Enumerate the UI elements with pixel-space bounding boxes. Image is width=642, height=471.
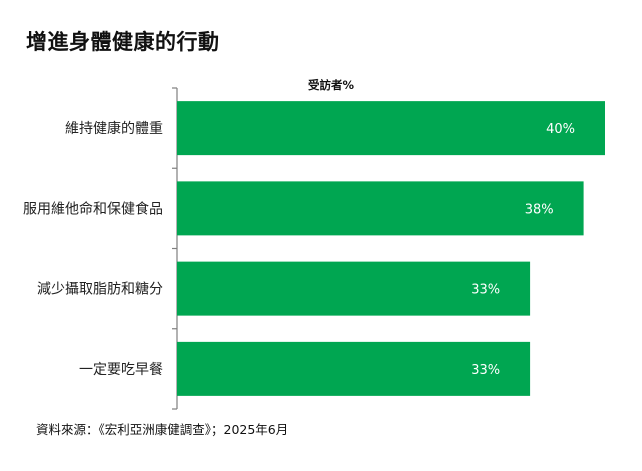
chart-subtitle: 受訪者% bbox=[308, 78, 355, 92]
source-note: 資料來源：《宏利亞洲康健調查》；2025年6月 bbox=[36, 422, 289, 437]
category-label: 維持健康的體重 bbox=[65, 120, 163, 137]
category-label: 一定要吃早餐 bbox=[79, 362, 163, 378]
data-label: 38% bbox=[525, 202, 554, 217]
data-label: 33% bbox=[471, 363, 500, 378]
bar bbox=[177, 341, 531, 396]
chart-title: 增進身體健康的行動 bbox=[26, 30, 220, 54]
category-label: 減少攝取脂肪和糖分 bbox=[37, 281, 163, 298]
bar bbox=[177, 181, 584, 236]
bar bbox=[177, 261, 531, 316]
category-label: 服用維他命和保健食品 bbox=[23, 200, 163, 217]
bar bbox=[177, 101, 605, 156]
data-label: 40% bbox=[546, 122, 575, 137]
data-label: 33% bbox=[471, 283, 500, 298]
